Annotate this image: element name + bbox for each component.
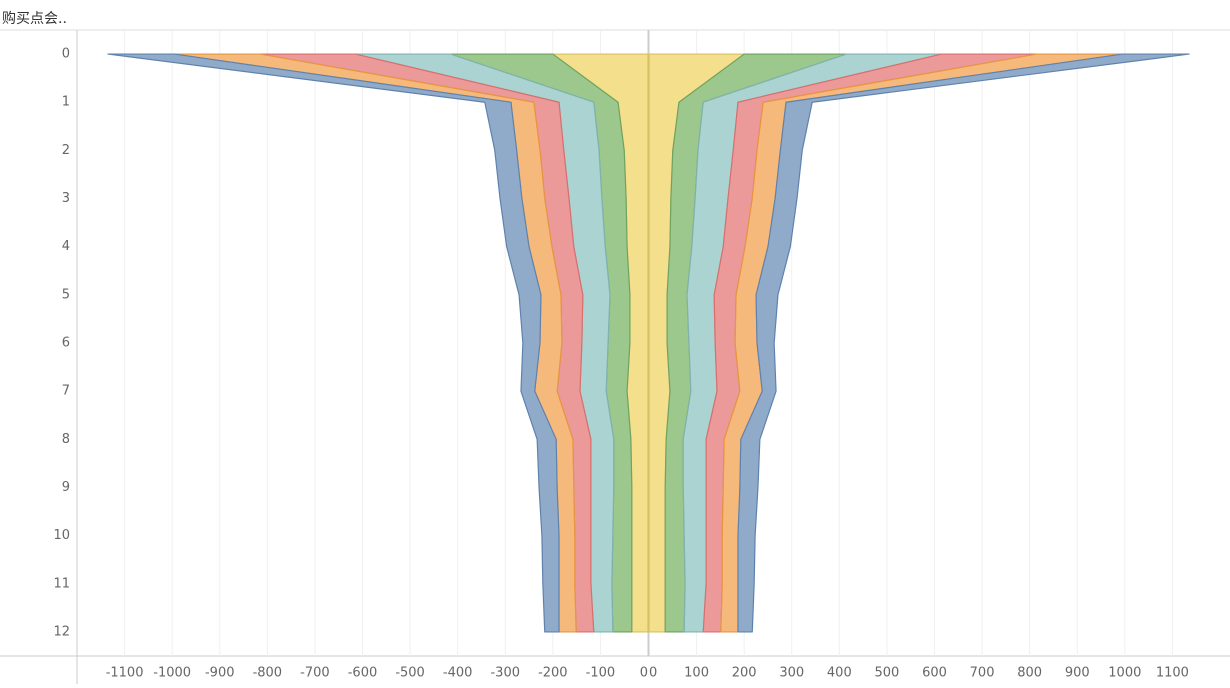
x-tick-label: -1000 [153, 666, 191, 681]
x-tick-label: -300 [490, 666, 520, 681]
x-tick-label: 100 [684, 666, 709, 681]
y-tick-label: 4 [62, 239, 70, 254]
x-tick-label: 700 [970, 666, 995, 681]
x-tick-label: 600 [922, 666, 947, 681]
x-tick-label: -800 [253, 666, 283, 681]
x-tick-label: 0 [649, 666, 657, 681]
y-tick-label: 8 [62, 432, 70, 447]
x-tick-label: 500 [875, 666, 900, 681]
x-tick-label: -1100 [106, 666, 144, 681]
x-tick-label: 1000 [1108, 666, 1141, 681]
x-tick-label: -700 [300, 666, 330, 681]
chart-title: 购买点会.. [2, 11, 67, 27]
y-tick-label: 1 [62, 95, 70, 110]
x-tick-label: 800 [1017, 666, 1042, 681]
x-tick-label: 1100 [1156, 666, 1189, 681]
y-tick-label: 3 [62, 191, 70, 206]
y-tick-label: 10 [53, 528, 70, 543]
area [737, 53, 1190, 633]
y-tick-label: 7 [62, 384, 70, 399]
x-tick-label: -600 [348, 666, 378, 681]
x-tick-label: 0 [640, 666, 648, 681]
y-tick-label: 11 [53, 576, 70, 591]
x-tick-label: -400 [443, 666, 473, 681]
area [107, 53, 560, 633]
x-tick-label: 200 [732, 666, 757, 681]
x-tick-label: -900 [205, 666, 235, 681]
y-tick-label: 6 [62, 336, 70, 351]
x-tick-label: 300 [779, 666, 804, 681]
y-tick-label: 0 [62, 47, 70, 62]
y-tick-label: 2 [62, 143, 70, 158]
x-tick-label: -100 [586, 666, 616, 681]
y-tick-label: 5 [62, 287, 70, 302]
y-tick-label: 12 [53, 624, 70, 639]
y-tick-label: 9 [62, 480, 70, 495]
x-tick-label: -500 [395, 666, 425, 681]
x-tick-label: 900 [1065, 666, 1090, 681]
x-tick-label: -200 [538, 666, 568, 681]
x-tick-label: 400 [827, 666, 852, 681]
